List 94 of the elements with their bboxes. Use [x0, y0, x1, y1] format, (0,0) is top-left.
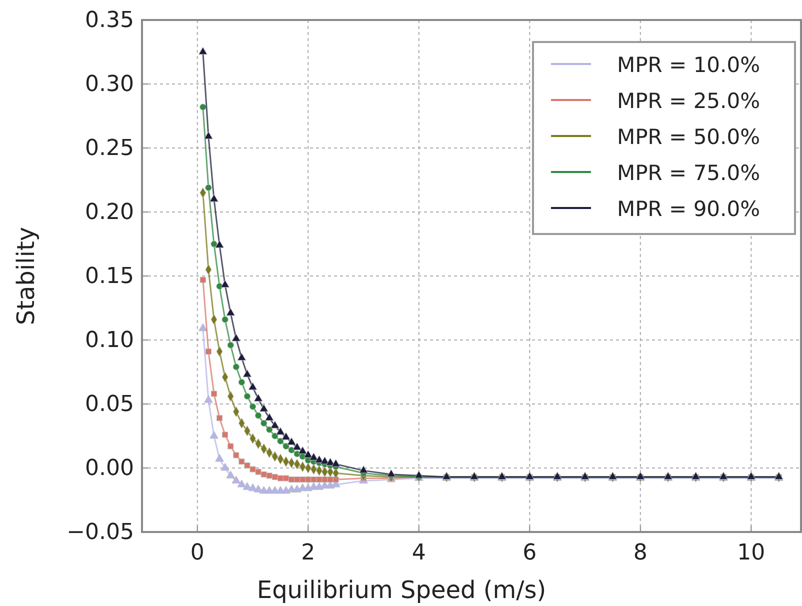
- point: [255, 468, 262, 475]
- point: [210, 430, 218, 439]
- x-tick-label: 10: [737, 540, 766, 566]
- point: [276, 427, 285, 435]
- point: [282, 432, 290, 440]
- point: [216, 415, 223, 422]
- point: [414, 470, 424, 478]
- y-tick-label: 0.10: [85, 328, 134, 354]
- x-tick-label: 6: [522, 540, 537, 566]
- point: [204, 131, 213, 140]
- point: [272, 474, 278, 480]
- legend-label: MPR = 90.0%: [617, 197, 760, 221]
- legend-label: MPR = 10.0%: [617, 53, 760, 77]
- point: [242, 370, 252, 378]
- x-tick-label: 2: [301, 540, 316, 566]
- point: [244, 462, 250, 468]
- point: [332, 476, 339, 483]
- point: [244, 392, 251, 400]
- point: [292, 442, 302, 450]
- point: [205, 184, 212, 192]
- point: [277, 438, 284, 444]
- point: [316, 476, 322, 483]
- legend-label: MPR = 25.0%: [617, 89, 760, 113]
- point: [210, 194, 218, 202]
- x-tick-label: 4: [412, 540, 426, 566]
- y-tick-label: 0.30: [85, 72, 134, 98]
- point: [249, 403, 256, 410]
- point: [222, 316, 228, 323]
- y-tick-label: 0.00: [85, 456, 134, 482]
- y-tick-label: 0.35: [85, 8, 134, 34]
- point: [233, 452, 240, 458]
- y-tick-label: −0.05: [66, 520, 134, 546]
- point: [232, 476, 241, 484]
- point: [198, 323, 208, 332]
- point: [264, 413, 274, 421]
- point: [248, 382, 258, 390]
- point: [211, 390, 217, 397]
- point: [282, 486, 290, 494]
- point: [270, 420, 280, 428]
- y-axis-title: Stability: [12, 226, 40, 326]
- point: [266, 426, 273, 433]
- legend-label: MPR = 50.0%: [617, 125, 760, 149]
- point: [305, 476, 312, 483]
- point: [259, 404, 268, 412]
- point: [204, 395, 213, 403]
- y-tick-label: 0.05: [85, 392, 134, 418]
- point: [220, 462, 230, 471]
- point: [327, 476, 334, 483]
- point: [254, 412, 262, 419]
- point: [386, 469, 396, 478]
- point: [322, 476, 328, 483]
- point: [227, 342, 234, 348]
- y-tick-label: 0.15: [85, 264, 134, 290]
- point: [294, 476, 300, 483]
- point: [331, 459, 340, 467]
- y-tick-label: 0.20: [85, 200, 134, 226]
- point: [200, 276, 206, 283]
- point: [228, 443, 234, 450]
- point: [254, 394, 263, 402]
- point: [272, 432, 278, 440]
- point: [200, 104, 206, 110]
- point: [215, 454, 224, 462]
- legend-label: MPR = 75.0%: [617, 161, 760, 185]
- point: [238, 378, 246, 386]
- point: [222, 432, 228, 438]
- point: [310, 476, 317, 483]
- point: [205, 348, 212, 355]
- x-axis-title: Equilibrium Speed (m/s): [256, 576, 546, 604]
- point: [266, 472, 272, 479]
- x-tick-label: 8: [633, 540, 648, 566]
- point: [282, 475, 289, 482]
- point: [226, 470, 236, 478]
- point: [232, 364, 240, 370]
- point: [238, 458, 245, 465]
- point: [288, 476, 295, 483]
- point: [288, 446, 295, 454]
- point: [210, 240, 218, 248]
- point: [220, 280, 230, 288]
- point: [287, 437, 296, 446]
- point: [198, 46, 208, 55]
- point: [250, 466, 256, 472]
- point: [215, 240, 224, 248]
- point: [232, 334, 241, 342]
- point: [298, 446, 308, 454]
- point: [260, 420, 268, 427]
- point: [260, 471, 267, 478]
- y-tick-label: 0.25: [85, 136, 134, 162]
- x-tick-label: 0: [190, 540, 204, 566]
- point: [359, 466, 368, 474]
- point: [300, 476, 306, 483]
- point: [237, 352, 246, 361]
- point: [226, 308, 236, 316]
- point: [277, 475, 284, 482]
- point: [282, 442, 290, 450]
